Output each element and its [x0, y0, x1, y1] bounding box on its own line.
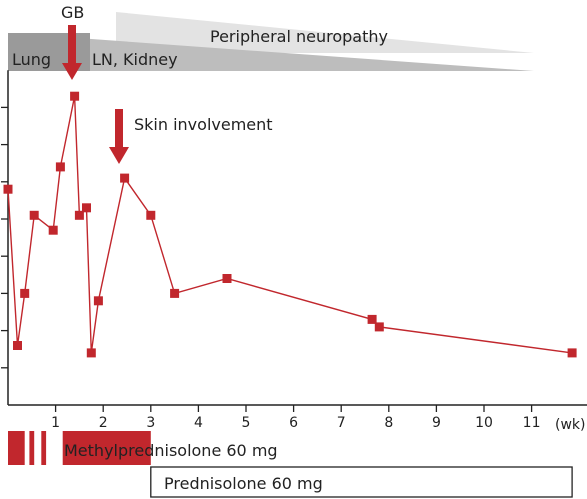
data-point [374, 322, 384, 332]
series-points [3, 91, 577, 358]
lung-label: Lung [12, 50, 51, 69]
peripheral-neuropathy-label: Peripheral neuropathy [210, 27, 388, 46]
data-point [20, 288, 30, 298]
x-tick-label: 6 [289, 415, 298, 431]
treatment-bars [8, 431, 573, 498]
x-tick-label: 3 [146, 415, 155, 431]
methylprednisolone-bar [8, 431, 25, 465]
x-tick-label: 8 [384, 415, 393, 431]
x-tick-label: 10 [475, 415, 493, 431]
data-point [367, 314, 377, 324]
data-point [567, 348, 577, 358]
x-tick-label: 9 [432, 415, 441, 431]
x-tick-label: 7 [337, 415, 346, 431]
data-point [29, 210, 39, 220]
y-ticks [1, 106, 8, 369]
ln-kidney-label: LN, Kidney [92, 50, 178, 69]
x-axis-label: (wk) [555, 417, 585, 433]
methylprednisolone-label: Methylprednisolone 60 mg [64, 441, 278, 460]
data-point [170, 288, 180, 298]
skin-arrow-shaft [115, 109, 123, 147]
data-point [13, 341, 22, 350]
x-tick-label: 4 [194, 415, 203, 431]
data-point [48, 225, 58, 235]
series-line [7, 96, 573, 354]
x-ticks: 1 2 3 4 5 6 7 8 9 10 11 [51, 405, 541, 431]
prednisolone-bar [150, 466, 573, 498]
gb-label: GB [61, 3, 84, 22]
data-point [55, 162, 65, 172]
methylprednisolone-bar [29, 431, 35, 465]
gb-arrow [62, 25, 82, 80]
data-point [93, 296, 103, 306]
band-ln-kidney [8, 33, 534, 71]
data-point [82, 203, 91, 213]
data-point [120, 173, 130, 183]
axes [7, 70, 587, 406]
data-point [74, 210, 84, 220]
gb-arrow-head [62, 63, 82, 80]
skin-arrow [109, 109, 129, 164]
x-tick-label: 5 [242, 415, 251, 431]
data-point [3, 184, 13, 194]
skin-arrow-head [109, 147, 129, 164]
background-bands [8, 12, 534, 71]
data-point [146, 210, 156, 220]
data-point [222, 274, 232, 283]
x-tick-label: 2 [99, 415, 108, 431]
gb-arrow-shaft [68, 25, 76, 63]
x-tick-label: 1 [51, 415, 60, 431]
band-peripheral-neuropathy [116, 12, 534, 53]
data-point [86, 348, 96, 358]
x-tick-label: 11 [523, 415, 541, 431]
data-point [70, 91, 80, 101]
methylprednisolone-bar [41, 431, 47, 465]
skin-involvement-label: Skin involvement [134, 115, 273, 134]
methylprednisolone-bar [62, 431, 151, 465]
series-polyline [7, 96, 573, 354]
prednisolone-label: Prednisolone 60 mg [164, 474, 323, 493]
